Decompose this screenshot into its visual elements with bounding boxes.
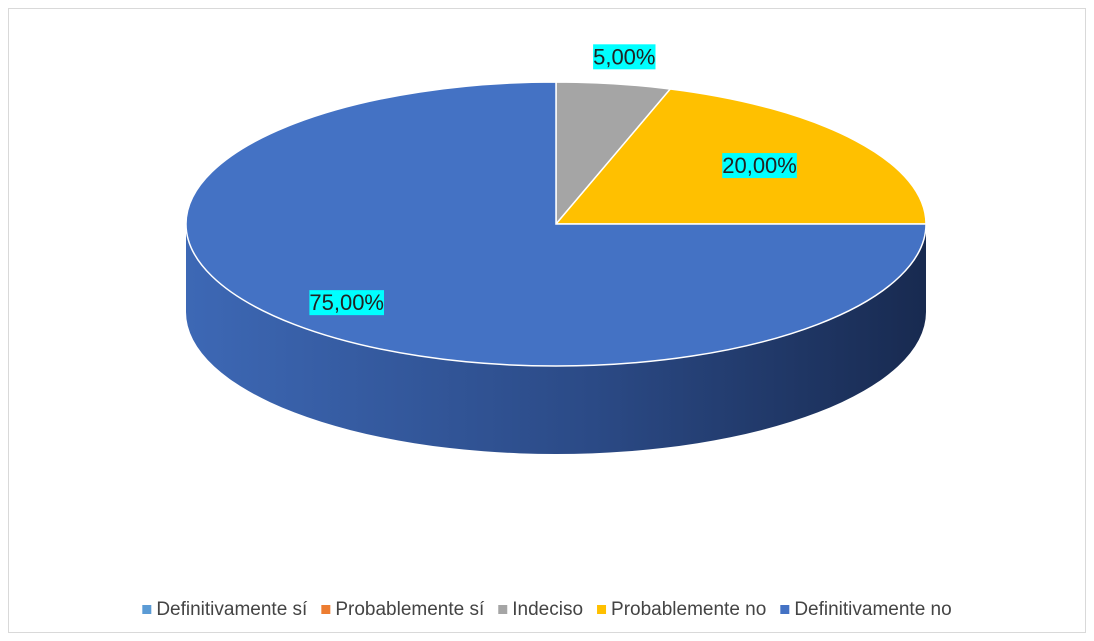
legend-label: Definitivamente no: [794, 599, 951, 620]
data-label: 5,00%: [593, 44, 655, 69]
legend-label: Probablemente no: [611, 599, 766, 620]
pie-tops: [185, 81, 927, 367]
legend-label: Definitivamente sí: [156, 599, 308, 620]
legend-swatch: [498, 605, 508, 614]
data-labels: 5,00% 20,00% 75,00%: [309, 44, 797, 316]
legend-swatch: [780, 605, 790, 614]
legend-swatch: [597, 605, 607, 614]
slice-side: [186, 224, 926, 454]
legend-label: Probablemente sí: [335, 599, 485, 620]
legend: Definitivamente sí Probablemente sí Indeci…: [142, 599, 952, 620]
legend-swatch: [321, 605, 331, 614]
data-label: 75,00%: [309, 290, 384, 315]
data-label-bg: [593, 44, 656, 70]
data-label-bg: [309, 290, 385, 316]
pie-sides: [186, 224, 926, 454]
data-label: 20,00%: [722, 153, 797, 178]
legend-swatch: [142, 605, 152, 614]
legend-label: Indeciso: [512, 599, 583, 620]
data-label-bg: [722, 153, 797, 179]
